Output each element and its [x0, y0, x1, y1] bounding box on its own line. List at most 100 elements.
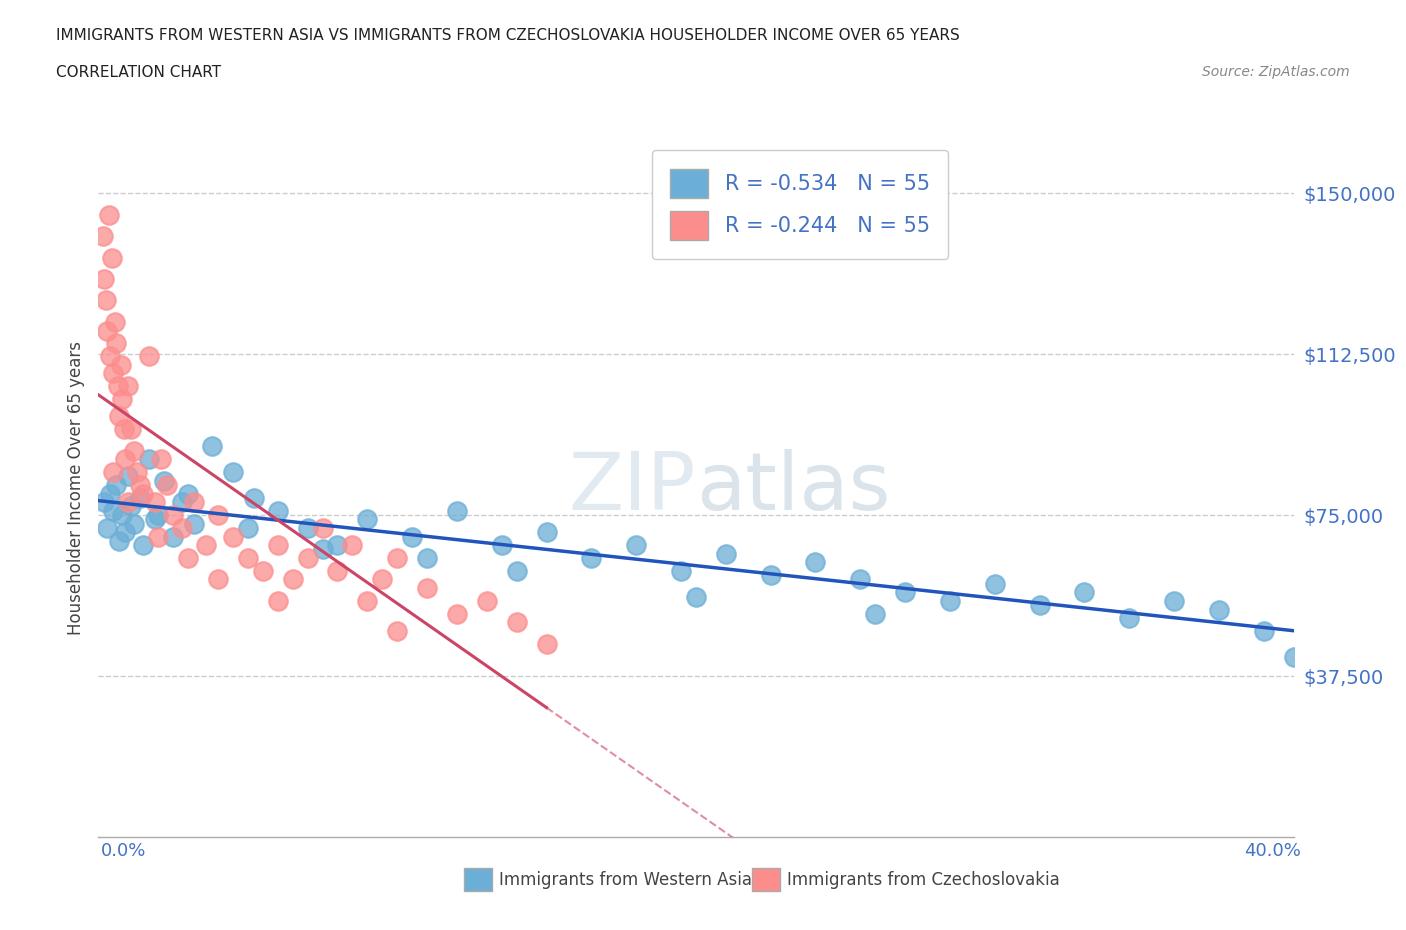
Point — [143, 495, 166, 510]
Legend: R = -0.534   N = 55, R = -0.244   N = 55: R = -0.534 N = 55, R = -0.244 N = 55 — [652, 150, 949, 259]
Point — [148, 529, 170, 544]
Point — [222, 465, 245, 480]
Point — [117, 379, 139, 393]
Point — [356, 593, 378, 608]
Point — [120, 422, 142, 437]
Point — [111, 508, 134, 523]
Point — [98, 349, 122, 364]
Point — [201, 439, 224, 454]
Point — [117, 469, 139, 484]
Point — [124, 444, 146, 458]
Point — [446, 606, 468, 621]
Point — [114, 452, 136, 467]
Point — [1163, 593, 1185, 608]
Point — [124, 516, 146, 531]
Point — [103, 366, 125, 381]
Text: 40.0%: 40.0% — [1244, 842, 1301, 860]
Point — [849, 572, 872, 587]
Point — [356, 512, 378, 526]
Point — [127, 465, 149, 480]
Point — [491, 538, 513, 552]
Point — [162, 508, 184, 523]
Point — [252, 564, 274, 578]
Point — [311, 542, 333, 557]
Point — [243, 490, 266, 505]
Text: IMMIGRANTS FROM WESTERN ASIA VS IMMIGRANTS FROM CZECHOSLOVAKIA HOUSEHOLDER INCOM: IMMIGRANTS FROM WESTERN ASIA VS IMMIGRAN… — [56, 28, 960, 43]
Point — [1073, 585, 1095, 600]
Point — [804, 555, 827, 570]
Point — [143, 512, 166, 526]
Point — [108, 409, 131, 424]
Point — [267, 503, 290, 518]
Point — [371, 572, 394, 587]
Point — [150, 452, 173, 467]
Point — [311, 521, 333, 536]
Point — [1118, 611, 1140, 626]
Point — [98, 486, 122, 501]
Point — [536, 525, 558, 539]
Text: atlas: atlas — [696, 449, 890, 527]
Point — [759, 567, 782, 582]
Point — [685, 590, 707, 604]
Point — [129, 490, 152, 505]
Point — [114, 525, 136, 539]
Point — [983, 577, 1005, 591]
Point — [107, 379, 129, 393]
Point — [446, 503, 468, 518]
Point — [236, 551, 259, 565]
Point — [207, 572, 229, 587]
Point — [138, 349, 160, 364]
Point — [236, 521, 259, 536]
Point — [536, 636, 558, 651]
Point — [385, 623, 409, 638]
Point — [416, 551, 439, 565]
Point — [132, 486, 155, 501]
Point — [267, 538, 290, 552]
Point — [506, 615, 529, 630]
Point — [177, 486, 200, 501]
Point — [342, 538, 364, 552]
Point — [385, 551, 409, 565]
Point — [1208, 602, 1230, 617]
Point — [297, 521, 319, 536]
Point — [97, 207, 120, 222]
Point — [112, 422, 135, 437]
Point — [94, 293, 117, 308]
Point — [1028, 598, 1050, 613]
Point — [326, 538, 349, 552]
Text: Immigrants from Western Asia: Immigrants from Western Asia — [499, 870, 752, 889]
Point — [111, 392, 134, 406]
Point — [194, 538, 218, 552]
Point — [138, 452, 160, 467]
Point — [104, 314, 127, 329]
Text: Source: ZipAtlas.com: Source: ZipAtlas.com — [1202, 65, 1350, 79]
Point — [669, 564, 692, 578]
Point — [416, 580, 439, 595]
Point — [148, 508, 170, 523]
Point — [91, 229, 114, 244]
Y-axis label: Householder Income Over 65 years: Householder Income Over 65 years — [66, 341, 84, 635]
Point — [162, 529, 184, 544]
Point — [110, 357, 132, 372]
Point — [96, 521, 118, 536]
Point — [894, 585, 917, 600]
Point — [267, 593, 290, 608]
Point — [581, 551, 603, 565]
Point — [103, 465, 125, 480]
Point — [105, 336, 128, 351]
Point — [129, 478, 152, 493]
Point — [96, 323, 118, 338]
Point — [172, 521, 194, 536]
Point — [132, 538, 155, 552]
Point — [93, 495, 115, 510]
Point — [714, 546, 737, 561]
Point — [101, 250, 124, 265]
Point — [183, 516, 205, 531]
Point — [326, 564, 349, 578]
Point — [117, 495, 139, 510]
Point — [624, 538, 647, 552]
Point — [1253, 623, 1275, 638]
Point — [281, 572, 304, 587]
Point — [177, 551, 200, 565]
Point — [222, 529, 245, 544]
